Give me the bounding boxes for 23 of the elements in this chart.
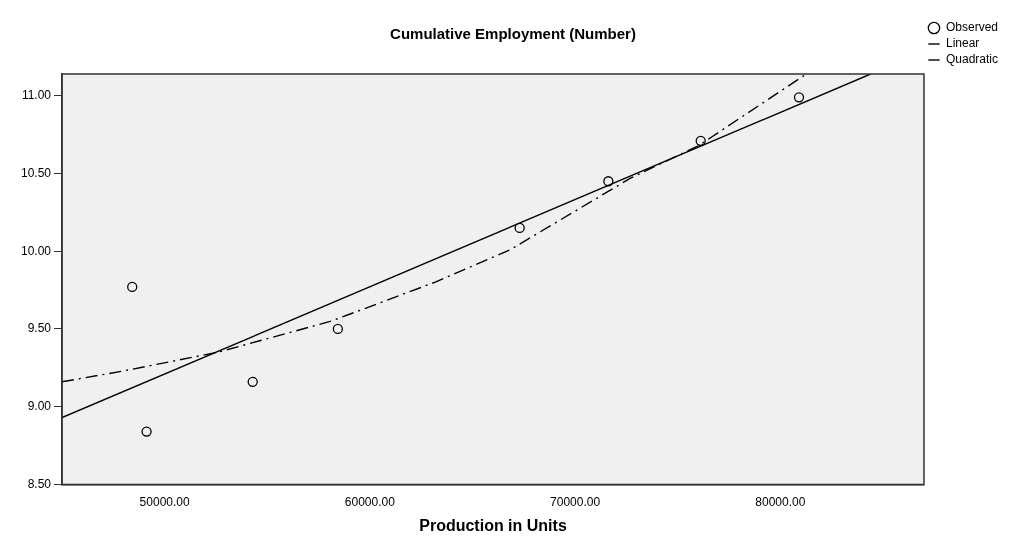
x-axis-title: Production in Units <box>419 516 567 534</box>
y-tick-label: 10.50 <box>21 165 52 180</box>
y-tick-label: 9.50 <box>27 321 52 336</box>
legend-label: Observed <box>945 20 999 35</box>
point <box>332 323 343 335</box>
point <box>695 135 706 146</box>
point <box>793 92 805 103</box>
y-tick-label: 10.00 <box>21 243 52 258</box>
y-tick-label: 8.50 <box>27 476 52 491</box>
point <box>514 222 525 234</box>
chart-title: Cumulative Employment (Number) <box>390 25 636 43</box>
x-tick-label: 80000.00 <box>755 494 806 509</box>
legend-label: Linear <box>945 36 980 51</box>
x-tick-label: 60000.00 <box>344 494 396 509</box>
point <box>247 376 258 387</box>
point <box>127 281 138 293</box>
point <box>603 176 614 187</box>
x-tick-label: 70000.00 <box>550 494 601 509</box>
y-tick-label: 11.00 <box>21 88 52 103</box>
legend-label: Quadratic <box>945 52 999 67</box>
y-tick-label: 9.00 <box>27 398 52 413</box>
point <box>141 426 152 437</box>
x-tick-label: 50000.00 <box>139 494 190 509</box>
